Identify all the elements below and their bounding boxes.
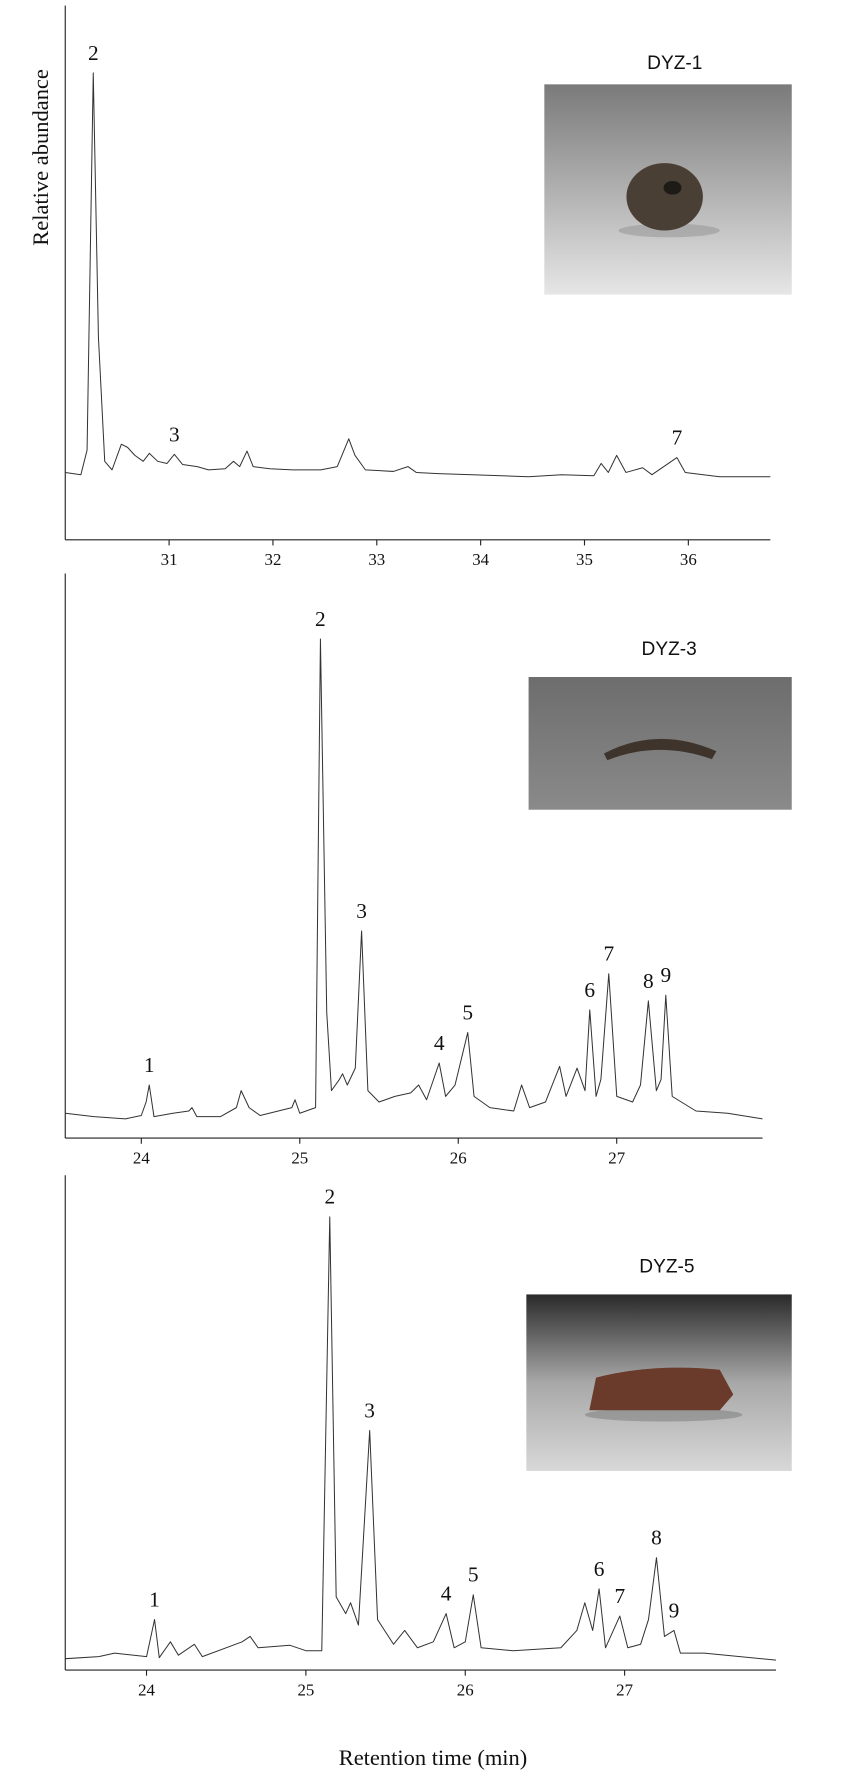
photo-dyz-3 bbox=[528, 677, 792, 810]
peak-label: 9 bbox=[669, 1598, 680, 1622]
peak-label: 1 bbox=[144, 1053, 155, 1077]
x-tick-label: 24 bbox=[138, 1680, 155, 1699]
x-axis-label: Retention time (min) bbox=[339, 1745, 528, 1770]
x-tick-label: 25 bbox=[291, 1148, 308, 1167]
panel-title: DYZ-3 bbox=[642, 639, 697, 660]
peak-label: 3 bbox=[356, 899, 367, 923]
peak-label: 1 bbox=[149, 1587, 160, 1611]
x-tick-label: 36 bbox=[680, 550, 697, 569]
x-tick-label: 26 bbox=[450, 1148, 467, 1167]
peak-label: 6 bbox=[584, 978, 595, 1002]
x-tick-label: 34 bbox=[472, 550, 489, 569]
x-tick-label: 25 bbox=[297, 1680, 314, 1699]
x-tick-label: 32 bbox=[265, 550, 282, 569]
x-tick-label: 27 bbox=[608, 1148, 625, 1167]
y-axis-label: Relative abundance bbox=[28, 69, 53, 246]
panel-title: DYZ-1 bbox=[647, 53, 702, 74]
photo-dyz-5 bbox=[526, 1294, 792, 1471]
peak-label: 5 bbox=[468, 1563, 479, 1587]
peak-label: 7 bbox=[603, 942, 614, 966]
panel-title: DYZ-5 bbox=[639, 1256, 694, 1277]
trace bbox=[65, 72, 771, 478]
peak-label: 8 bbox=[643, 969, 654, 993]
x-tick-label: 35 bbox=[576, 550, 593, 569]
peak-label: 8 bbox=[651, 1526, 662, 1550]
photo-dyz-1 bbox=[544, 84, 792, 295]
x-tick-label: 31 bbox=[161, 550, 178, 569]
peak-label: 4 bbox=[434, 1031, 445, 1055]
trace bbox=[65, 1216, 777, 1661]
x-tick-label: 27 bbox=[616, 1680, 633, 1699]
peak-label: 4 bbox=[441, 1582, 452, 1606]
x-tick-label: 26 bbox=[457, 1680, 474, 1699]
peak-label: 7 bbox=[614, 1584, 625, 1608]
x-tick-label: 33 bbox=[368, 550, 385, 569]
peak-label: 3 bbox=[364, 1398, 375, 1422]
peak-label: 5 bbox=[462, 1000, 473, 1024]
peak-label: 9 bbox=[661, 963, 672, 987]
peak-label: 6 bbox=[594, 1557, 605, 1581]
x-tick-label: 24 bbox=[133, 1148, 150, 1167]
peak-label: 2 bbox=[324, 1185, 335, 1209]
peak-label: 2 bbox=[315, 607, 326, 631]
peak-label: 2 bbox=[88, 41, 99, 65]
trace bbox=[65, 638, 763, 1120]
peak-label: 7 bbox=[672, 425, 683, 449]
peak-label: 3 bbox=[169, 422, 180, 446]
